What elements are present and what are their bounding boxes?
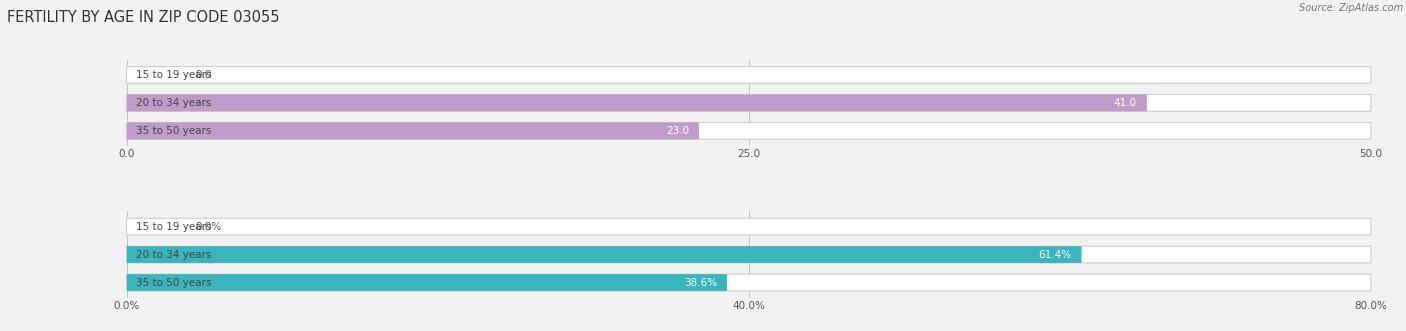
FancyBboxPatch shape — [127, 67, 1371, 83]
Text: 35 to 50 years: 35 to 50 years — [136, 277, 212, 288]
Text: 0.0: 0.0 — [195, 70, 211, 80]
FancyBboxPatch shape — [127, 246, 1371, 263]
Text: 38.6%: 38.6% — [683, 277, 717, 288]
Text: FERTILITY BY AGE IN ZIP CODE 03055: FERTILITY BY AGE IN ZIP CODE 03055 — [7, 10, 280, 25]
Text: 41.0: 41.0 — [1114, 98, 1137, 108]
Text: Source: ZipAtlas.com: Source: ZipAtlas.com — [1299, 3, 1403, 13]
Text: 15 to 19 years: 15 to 19 years — [136, 70, 212, 80]
Text: 23.0: 23.0 — [666, 126, 689, 136]
Text: 20 to 34 years: 20 to 34 years — [136, 250, 212, 260]
Text: 20 to 34 years: 20 to 34 years — [136, 98, 212, 108]
FancyBboxPatch shape — [127, 246, 1081, 263]
Text: 61.4%: 61.4% — [1039, 250, 1071, 260]
FancyBboxPatch shape — [127, 95, 1371, 111]
FancyBboxPatch shape — [127, 218, 1371, 235]
FancyBboxPatch shape — [127, 274, 727, 291]
FancyBboxPatch shape — [127, 95, 1147, 111]
FancyBboxPatch shape — [127, 274, 1371, 291]
Text: 35 to 50 years: 35 to 50 years — [136, 126, 212, 136]
Text: 15 to 19 years: 15 to 19 years — [136, 222, 212, 232]
Text: 0.0%: 0.0% — [195, 222, 221, 232]
FancyBboxPatch shape — [127, 122, 1371, 139]
FancyBboxPatch shape — [127, 122, 699, 139]
